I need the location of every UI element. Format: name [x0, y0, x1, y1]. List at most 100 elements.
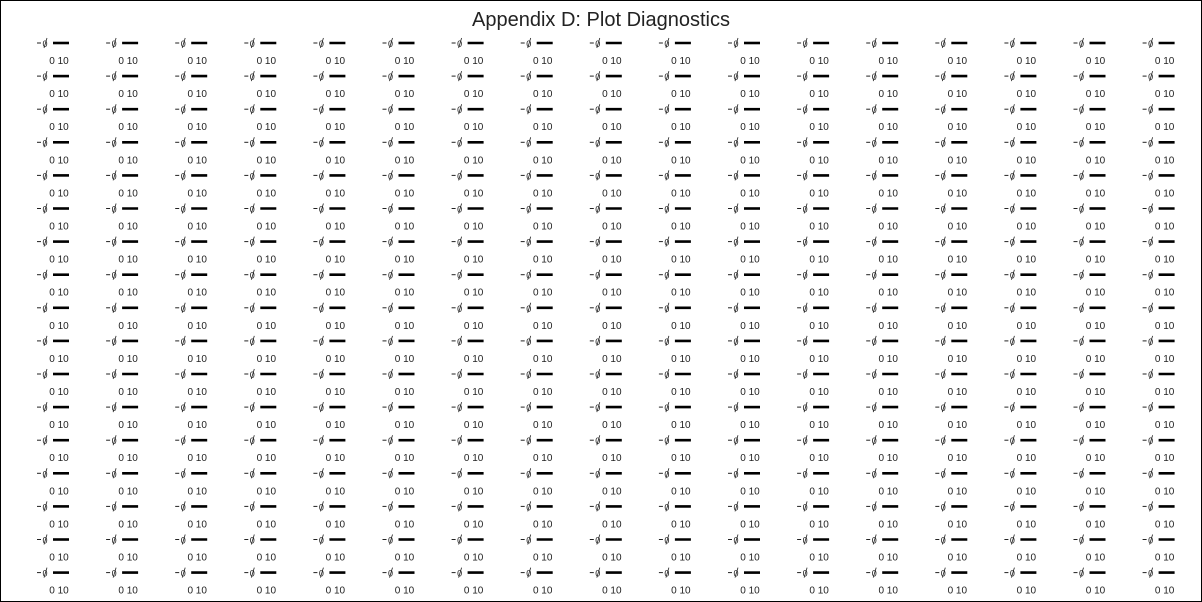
- panel: 00 10: [37, 37, 69, 67]
- y-axis-spine: [1080, 104, 1084, 115]
- x-tick-labels: 0 10: [1086, 321, 1106, 332]
- panel: 00 10: [382, 137, 415, 166]
- x-tick-labels: 0 10: [49, 89, 69, 100]
- panel: 00 10: [451, 70, 484, 100]
- y-axis-spine: [803, 203, 808, 214]
- y-axis-spine: [527, 70, 532, 82]
- panel: 00 10: [658, 401, 691, 431]
- x-tick-labels: 0 10: [326, 586, 346, 597]
- x-tick-labels: 0 10: [1086, 486, 1106, 497]
- panel: 00 10: [935, 137, 967, 166]
- panel: 00 10: [935, 501, 967, 530]
- panel: 00 10: [728, 468, 760, 497]
- y-axis-spine: [665, 137, 670, 148]
- y-axis-spine: [181, 368, 186, 380]
- y-axis-spine: [734, 70, 739, 82]
- panel: 00 10: [728, 137, 760, 166]
- panel: 00 10: [175, 435, 207, 464]
- x-tick-labels: 0 10: [326, 486, 346, 497]
- x-tick-labels: 0 10: [602, 519, 622, 530]
- x-tick-labels: 0 10: [326, 420, 346, 431]
- panel: 00 10: [1004, 137, 1037, 166]
- y-axis-spine: [181, 37, 186, 49]
- y-axis-spine: [320, 368, 324, 380]
- x-tick-labels: 0 10: [464, 354, 484, 365]
- panel: 00 10: [244, 335, 276, 365]
- panel: 00 10: [866, 401, 898, 431]
- panel: 00 10: [175, 534, 207, 564]
- x-tick-labels: 0 10: [326, 354, 346, 365]
- x-tick-labels: 0 10: [187, 89, 207, 100]
- x-tick-labels: 0 10: [878, 420, 898, 431]
- panel: 00 10: [866, 335, 898, 365]
- x-tick-labels: 0 10: [1155, 553, 1175, 564]
- y-axis-spine: [596, 401, 601, 413]
- panel: 00 10: [382, 534, 415, 564]
- x-tick-labels: 0 10: [948, 387, 968, 398]
- panel: 00 10: [1073, 170, 1106, 199]
- y-axis-spine: [803, 534, 808, 545]
- x-tick-labels: 0 10: [809, 586, 829, 597]
- x-tick-labels: 0 10: [1017, 553, 1037, 564]
- panel: 00 10: [520, 302, 553, 332]
- x-tick-labels: 0 10: [464, 222, 484, 233]
- panel: 00 10: [451, 170, 484, 199]
- panel: 00 10: [1073, 567, 1106, 597]
- x-tick-labels: 0 10: [809, 387, 829, 398]
- panel: 00 10: [935, 302, 967, 332]
- x-tick-labels: 0 10: [1155, 586, 1175, 597]
- x-tick-labels: 0 10: [671, 453, 691, 464]
- y-axis-spine: [320, 534, 324, 545]
- x-tick-labels: 0 10: [1017, 222, 1037, 233]
- x-tick-labels: 0 10: [602, 222, 622, 233]
- x-tick-labels: 0 10: [1086, 89, 1106, 100]
- y-axis-spine: [389, 335, 393, 347]
- panel: 00 10: [589, 70, 622, 100]
- panel: 00 10: [37, 236, 69, 266]
- panel: 00 10: [313, 70, 346, 100]
- y-axis-spine: [1011, 368, 1015, 380]
- y-axis-spine: [734, 401, 739, 413]
- x-tick-labels: 0 10: [740, 387, 760, 398]
- panel: 00 10: [1004, 534, 1037, 564]
- chart-title: Appendix D: Plot Diagnostics: [472, 9, 730, 31]
- panel: 00 10: [728, 236, 760, 266]
- panel: 00 10: [451, 302, 484, 332]
- panel: 00 10: [1142, 567, 1175, 597]
- panel: 00 10: [658, 368, 691, 398]
- x-tick-labels: 0 10: [187, 321, 207, 332]
- panel: 00 10: [1004, 501, 1037, 530]
- x-tick-labels: 0 10: [878, 486, 898, 497]
- x-tick-labels: 0 10: [187, 56, 207, 67]
- panel: 00 10: [106, 70, 138, 100]
- panel: 00 10: [866, 170, 898, 199]
- y-axis-spine: [527, 368, 532, 380]
- y-axis-spine: [1149, 302, 1153, 313]
- y-axis-spine: [872, 567, 877, 578]
- x-tick-labels: 0 10: [1155, 288, 1175, 299]
- x-tick-labels: 0 10: [602, 354, 622, 365]
- panel: 00 10: [658, 170, 691, 199]
- x-tick-labels: 0 10: [49, 586, 69, 597]
- panel: 00 10: [520, 501, 553, 530]
- panel: 00 10: [313, 567, 346, 597]
- y-axis-spine: [1011, 137, 1015, 148]
- x-tick-labels: 0 10: [1017, 354, 1037, 365]
- x-tick-labels: 0 10: [533, 519, 553, 530]
- panel: 00 10: [382, 104, 415, 133]
- x-tick-labels: 0 10: [948, 56, 968, 67]
- x-tick-labels: 0 10: [118, 155, 138, 166]
- y-axis-spine: [803, 335, 808, 347]
- panel: 00 10: [313, 368, 346, 398]
- y-axis-spine: [112, 302, 117, 313]
- panel: 00 10: [244, 137, 276, 166]
- panel: 00 10: [382, 335, 415, 365]
- x-tick-labels: 0 10: [187, 155, 207, 166]
- panel: 00 10: [728, 567, 760, 597]
- x-tick-labels: 0 10: [740, 89, 760, 100]
- x-tick-labels: 0 10: [948, 420, 968, 431]
- panel: 00 10: [313, 269, 346, 299]
- y-axis-spine: [803, 70, 808, 82]
- panel: 00 10: [313, 335, 346, 365]
- panel: 00 10: [728, 335, 760, 365]
